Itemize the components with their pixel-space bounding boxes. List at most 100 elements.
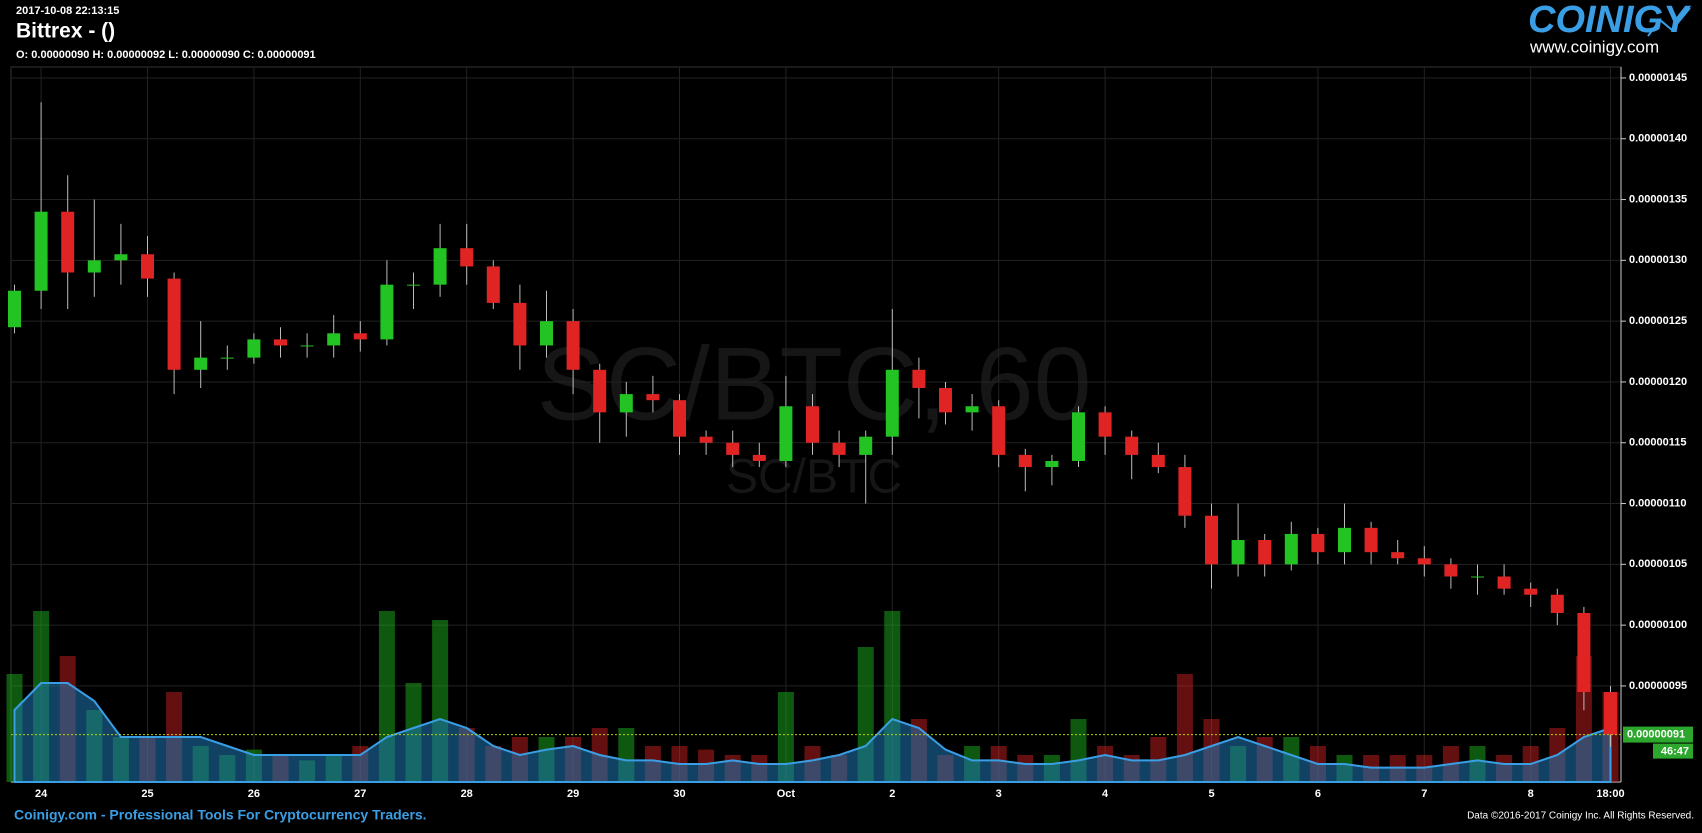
candle-body xyxy=(220,357,234,359)
ohlc-readout: O: 0.00000090 H: 0.00000092 L: 0.0000009… xyxy=(16,49,316,61)
candle-body xyxy=(1471,576,1484,578)
candle-body xyxy=(1524,588,1538,595)
candle-body xyxy=(1284,533,1298,565)
candle-body xyxy=(1417,558,1431,565)
candle-body xyxy=(806,406,819,443)
candle-body xyxy=(327,333,341,346)
candle-body xyxy=(486,266,500,303)
logo: COINIGY xyxy=(1528,0,1692,41)
candle-body xyxy=(114,254,128,261)
y-tick-label: 0.00000110 xyxy=(1629,497,1687,509)
candle-body xyxy=(752,454,766,461)
x-tick-label: 29 xyxy=(567,788,579,800)
candle-body xyxy=(1125,436,1139,455)
candle-body xyxy=(1045,460,1059,468)
timestamp: 2017-10-08 22:13:15 xyxy=(16,5,119,17)
candle-body xyxy=(1231,540,1245,565)
candle-body xyxy=(912,369,926,389)
y-tick-label: 0.00000095 xyxy=(1629,680,1687,692)
candle-body xyxy=(433,248,447,285)
candle-body xyxy=(194,357,208,370)
candle-body xyxy=(1444,564,1458,577)
candle-body xyxy=(8,290,21,328)
candle-body xyxy=(1151,454,1165,468)
candle-body xyxy=(1178,467,1192,516)
candle-body xyxy=(779,406,793,461)
y-tick-label: 0.00000135 xyxy=(1629,193,1687,205)
candle-body xyxy=(460,248,474,267)
watermark-sub: SC/BTC xyxy=(726,451,902,504)
candle-body xyxy=(167,278,181,370)
last-price-label: 0.00000091 xyxy=(1627,728,1685,740)
candle-body xyxy=(1311,533,1325,553)
last-price-tag xyxy=(1623,726,1693,743)
candle-body xyxy=(1098,412,1112,437)
x-tick-label: 25 xyxy=(141,788,153,800)
candle-body xyxy=(1258,540,1272,565)
y-tick-label: 0.00000105 xyxy=(1629,558,1687,570)
x-tick-label: 8 xyxy=(1528,788,1534,800)
candle-body xyxy=(965,406,979,413)
candle-body xyxy=(407,284,420,286)
x-tick-label: 6 xyxy=(1315,788,1321,800)
x-tick-label: 28 xyxy=(461,788,473,800)
candle-body xyxy=(34,211,48,291)
countdown-tag xyxy=(1653,743,1693,759)
candle-body xyxy=(1018,454,1032,468)
x-tick-label: 24 xyxy=(35,788,48,800)
candle-body xyxy=(939,388,952,413)
candle-body xyxy=(61,211,75,273)
candle-body xyxy=(1364,527,1378,553)
candle-body xyxy=(885,369,899,437)
candle-body xyxy=(1205,515,1218,565)
candle-body xyxy=(1072,412,1085,461)
candle-body xyxy=(380,284,394,340)
x-tick-label: 4 xyxy=(1102,788,1109,800)
candle-body xyxy=(566,321,580,370)
candle-body xyxy=(619,394,633,413)
volume-bar xyxy=(777,692,794,782)
candle-body xyxy=(1497,576,1511,589)
y-tick-label: 0.00000120 xyxy=(1629,376,1687,388)
plot: 0.00000095 0.00000100 0.00000105 0.00000110… xyxy=(6,66,1687,800)
candle-body xyxy=(992,406,1006,455)
x-tick-label: 26 xyxy=(248,788,260,800)
x-tick-label: 18:00 xyxy=(1596,788,1624,800)
candle-body xyxy=(593,369,607,413)
x-tick-label: 30 xyxy=(673,788,685,800)
candle-body xyxy=(513,302,527,346)
countdown: 46:47 xyxy=(1661,745,1689,757)
x-tick-label: 7 xyxy=(1421,788,1427,800)
candle-body xyxy=(726,442,740,455)
candle-body xyxy=(353,333,367,340)
y-tick-label: 0.00000145 xyxy=(1629,72,1687,84)
chart-title: Bittrex - () xyxy=(16,20,115,43)
candle-body xyxy=(1604,692,1617,735)
footer-right: Data ©2016-2017 Coinigy Inc. All Rights … xyxy=(1467,811,1694,822)
candle-body xyxy=(87,260,101,273)
volume-average xyxy=(13,682,1612,783)
x-tick-label: 27 xyxy=(354,788,366,800)
x-tick-label: 3 xyxy=(996,788,1002,800)
candle-body xyxy=(699,436,713,443)
candle-body xyxy=(832,442,846,455)
candle-body xyxy=(1338,527,1351,553)
candle-body xyxy=(673,400,686,437)
x-tick-label: 5 xyxy=(1208,788,1214,800)
footer-left: Coinigy.com - Professional Tools For Cry… xyxy=(14,807,427,823)
y-tick-label: 0.00000100 xyxy=(1629,619,1687,631)
candle-body xyxy=(1577,612,1591,693)
y-tick-label: 0.00000140 xyxy=(1629,133,1687,145)
x-tick-label: 2 xyxy=(889,788,895,800)
x-tick-label: Oct xyxy=(777,788,796,800)
logo-icon xyxy=(1647,7,1691,37)
y-tick-label: 0.00000115 xyxy=(1629,437,1687,449)
logo-url: www.coinigy.com xyxy=(1529,37,1659,56)
y-tick-label: 0.00000130 xyxy=(1629,254,1687,266)
candle-body xyxy=(141,254,154,279)
candle-body xyxy=(540,321,553,346)
candle-body xyxy=(859,436,873,455)
candle-body xyxy=(300,345,314,347)
y-tick-label: 0.00000125 xyxy=(1629,315,1687,327)
